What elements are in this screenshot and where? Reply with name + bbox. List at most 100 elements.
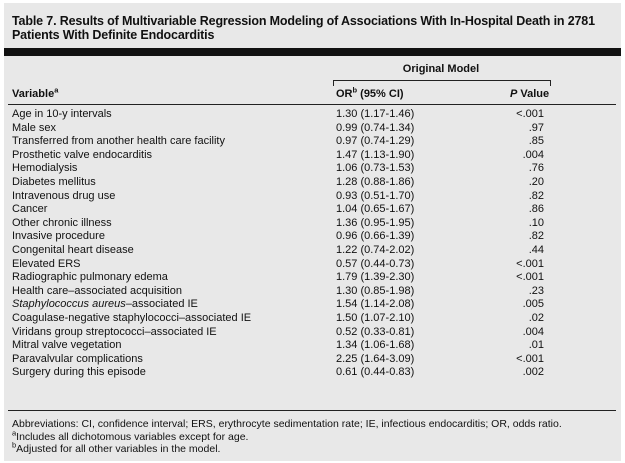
cell-or: 1.34 (1.06-1.68) bbox=[336, 339, 415, 352]
table-panel: Table 7. Results of Multivariable Regres… bbox=[4, 3, 621, 461]
footnote-a: aIncludes all dichotomous variables exce… bbox=[12, 428, 249, 443]
cell-variable: Diabetes mellitus bbox=[12, 176, 96, 190]
cell-variable-text: Other chronic illness bbox=[12, 216, 112, 229]
cell-variable-text: Transferred from another health care fac… bbox=[12, 135, 225, 148]
cell-variable: Other chronic illness bbox=[12, 217, 112, 231]
table-title: Table 7. Results of Multivariable Regres… bbox=[12, 14, 595, 42]
cell-or: 1.30 (1.17-1.46) bbox=[336, 108, 415, 120]
cell-variable: Staphylococcus aureus–associated IE bbox=[12, 298, 198, 312]
cell-or: 0.99 (0.74-1.34) bbox=[336, 121, 415, 134]
table-row: Staphylococcus aureus–associated IE 1.54 … bbox=[0, 298, 617, 312]
cell-p-value: <.001 bbox=[516, 352, 544, 365]
table-row: Congenital heart disease 1.22 (0.74-2.02)… bbox=[0, 244, 617, 258]
cell-variable: Radiographic pulmonary edema bbox=[12, 271, 168, 285]
cell-variable-text: Elevated ERS bbox=[12, 257, 81, 270]
table-row: Radiographic pulmonary edema 1.79 (1.39-2… bbox=[0, 271, 617, 285]
cell-variable: Congenital heart disease bbox=[12, 244, 134, 258]
cell-variable-text: Surgery during this episode bbox=[12, 366, 146, 379]
cell-or: 1.30 (0.85-1.98) bbox=[336, 284, 415, 297]
title-rule bbox=[4, 48, 621, 56]
table-row: Prosthetic valve endocarditis 1.47 (1.13-… bbox=[0, 149, 617, 163]
column-header-variable: Variablea bbox=[12, 85, 59, 100]
cell-variable-text: Age in 10-y intervals bbox=[12, 108, 112, 120]
cell-variable: Elevated ERS bbox=[12, 258, 80, 272]
table-row: Surgery during this episode 0.61 (0.44-0.… bbox=[0, 366, 617, 380]
cell-variable: Transferred from another health care fac… bbox=[12, 135, 225, 149]
cell-p-value: .86 bbox=[528, 203, 544, 216]
cell-variable-text: Diabetes mellitus bbox=[12, 176, 96, 188]
cell-variable: Intravenous drug use bbox=[12, 190, 115, 204]
cell-or: 1.36 (0.95-1.95) bbox=[336, 216, 415, 229]
cell-variable-text: –associated IE bbox=[125, 298, 198, 311]
cell-variable: Coagulase-negative staphylococci–associa… bbox=[12, 312, 251, 326]
table-row: Viridans group streptococci–associated I… bbox=[0, 326, 617, 340]
table-row: Hemodialysis 1.06 (0.73-1.53) .76 bbox=[0, 162, 617, 176]
cell-variable: Hemodialysis bbox=[12, 162, 77, 176]
cell-variable-text: Intravenous drug use bbox=[12, 189, 116, 202]
cell-or: 0.57 (0.44-0.73) bbox=[336, 257, 415, 270]
cell-p-value: .01 bbox=[528, 339, 544, 352]
cell-variable: Paravalvular complications bbox=[12, 353, 143, 367]
cell-variable: Mitral valve vegetation bbox=[12, 339, 121, 353]
cell-p-value: .02 bbox=[528, 312, 544, 324]
cell-variable: Cancer bbox=[12, 203, 47, 217]
cell-variable-text: Mitral valve vegetation bbox=[12, 339, 122, 352]
cell-variable: Viridans group streptococci–associated I… bbox=[12, 326, 217, 340]
cell-variable-text: Congenital heart disease bbox=[12, 244, 134, 256]
cell-p-value: <.001 bbox=[516, 257, 544, 270]
cell-p-value: .85 bbox=[528, 135, 544, 148]
footnote-b: bAdjusted for all other variables in the… bbox=[12, 440, 221, 455]
header-rule bbox=[8, 104, 616, 105]
table-row: Invasive procedure 0.96 (0.66-1.39) .82 bbox=[0, 230, 617, 244]
group-header: Original Model bbox=[402, 63, 480, 75]
table-row: Diabetes mellitus 1.28 (0.88-1.86) .20 bbox=[0, 176, 617, 190]
cell-p-value: <.001 bbox=[516, 108, 544, 120]
cell-variable-text: Viridans group streptococci–associated I… bbox=[12, 325, 217, 338]
cell-variable: Prosthetic valve endocarditis bbox=[12, 149, 152, 163]
cell-p-value: .82 bbox=[528, 230, 544, 243]
group-bracket bbox=[333, 80, 551, 86]
cell-or: 1.79 (1.39-2.30) bbox=[336, 271, 415, 284]
cell-or: 1.47 (1.13-1.90) bbox=[336, 148, 415, 161]
footnote-abbreviations: Abbreviations: CI, confidence interval; … bbox=[12, 418, 562, 430]
cell-p-value: .44 bbox=[528, 244, 544, 256]
cell-p-value: .23 bbox=[528, 284, 544, 297]
cell-or: 0.52 (0.33-0.81) bbox=[336, 325, 415, 338]
cell-or: 1.54 (1.14-2.08) bbox=[336, 298, 415, 311]
cell-or: 1.28 (0.88-1.86) bbox=[336, 176, 415, 188]
cell-variable: Surgery during this episode bbox=[12, 366, 146, 380]
table-row: Intravenous drug use 0.93 (0.51-1.70) .82 bbox=[0, 190, 617, 204]
cell-p-value: .10 bbox=[528, 216, 544, 229]
cell-or: 1.04 (0.65-1.67) bbox=[336, 203, 415, 216]
table-row: Coagulase-negative staphylococci–associa… bbox=[0, 312, 617, 326]
cell-variable-text: Health care–associated acquisition bbox=[12, 284, 182, 297]
cell-p-value: .004 bbox=[522, 148, 544, 161]
cell-variable-text: Prosthetic valve endocarditis bbox=[12, 148, 153, 161]
cell-variable-text: Paravalvular complications bbox=[12, 352, 143, 365]
table-row: Paravalvular complications 2.25 (1.64-3.0… bbox=[0, 353, 617, 367]
cell-variable-text: Hemodialysis bbox=[12, 162, 78, 175]
cell-p-value: .005 bbox=[522, 298, 544, 311]
table-row: Cancer 1.04 (0.65-1.67) .86 bbox=[0, 203, 617, 217]
table-bottom-rule bbox=[8, 410, 616, 411]
cell-variable-text: Invasive procedure bbox=[12, 230, 105, 243]
table-row: Age in 10-y intervals 1.30 (1.17-1.46) <.0… bbox=[0, 108, 617, 122]
column-header-p-value: P Value bbox=[510, 88, 550, 100]
cell-variable-text: Coagulase-negative staphylococci–associa… bbox=[12, 312, 252, 324]
table-row: Transferred from another health care fac… bbox=[0, 135, 617, 149]
cell-p-value: .82 bbox=[528, 189, 544, 202]
table-row: Mitral valve vegetation 1.34 (1.06-1.68).… bbox=[0, 339, 617, 353]
table-row: Elevated ERS 0.57 (0.44-0.73) <.001 bbox=[0, 258, 617, 272]
cell-p-value: .002 bbox=[522, 366, 544, 379]
cell-p-value: .004 bbox=[522, 325, 544, 338]
table-row: Male sex 0.99 (0.74-1.34) .97 bbox=[0, 122, 617, 136]
table-row: Other chronic illness 1.36 (0.95-1.95) .10 bbox=[0, 217, 617, 231]
cell-p-value: <.001 bbox=[516, 271, 544, 284]
cell-variable: Health care–associated acquisition bbox=[12, 285, 182, 299]
cell-or: 1.50 (1.07-2.10) bbox=[336, 312, 415, 324]
cell-variable-italic: Staphylococcus aureus bbox=[12, 298, 126, 311]
cell-or: 0.96 (0.66-1.39) bbox=[336, 230, 415, 243]
cell-or: 0.61 (0.44-0.83) bbox=[336, 366, 415, 379]
cell-variable: Age in 10-y intervals bbox=[12, 108, 112, 122]
column-header-or: ORb (95% CI) bbox=[336, 85, 404, 100]
